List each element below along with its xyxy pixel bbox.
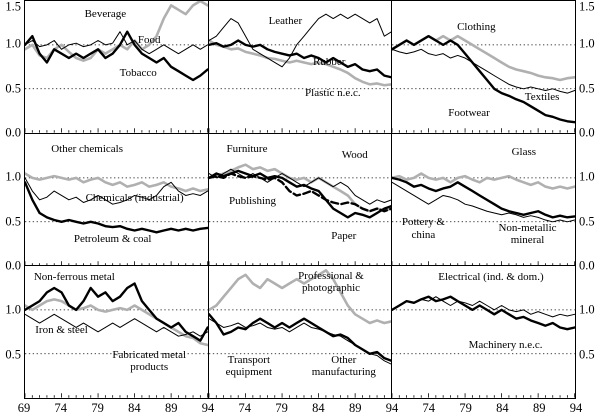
y-tick-label: 1.0 <box>579 169 595 184</box>
series-line-chemicals-industrial <box>25 177 208 205</box>
series-line-wood <box>208 168 392 205</box>
series-line-plastic-n-e-c <box>208 39 392 87</box>
series-line-non-metallic-mineral <box>392 176 575 219</box>
series-line-other-manufacturing <box>208 318 392 366</box>
panel-food-beverage-tobacco: Beverage Food Tobacco <box>24 0 208 133</box>
series-line-tobacco <box>25 30 208 82</box>
panel-transport-professional-other: Professional & photographic Other manufac… <box>207 265 392 398</box>
plot-metals <box>25 282 208 398</box>
y-tick-label: 1.0 <box>579 302 595 317</box>
panel-leather-rubber-plastic: Plastic n.e.c. Leather Rubber <box>207 0 392 133</box>
plot-clothing-footwear-textiles <box>392 34 575 133</box>
x-tick-label: 89 <box>164 401 178 415</box>
y-tick-label: 0.0 <box>5 125 21 140</box>
y-tick-label: 0.5 <box>579 81 595 96</box>
plot-transport-professional-other <box>208 269 392 398</box>
x-axis-labels: 69 74 79 84 89 94 74 79 84 89 94 74 79 84 89 94 <box>0 399 600 417</box>
y-tick-label: 0.0 <box>579 258 595 273</box>
x-tick-label: 84 <box>496 401 509 415</box>
series-line-machinery-n-e-c <box>392 295 575 331</box>
series-line-professional-photographic <box>208 269 392 325</box>
plot-food-beverage-tobacco <box>25 1 208 133</box>
y-tick-label: 0.5 <box>5 214 21 229</box>
series-line-glass <box>392 171 575 190</box>
panel-glass-pottery-nonmetallic: Glass Pottery & china Non-metallic mineral <box>391 132 575 266</box>
series-line-iron-steel <box>25 314 208 338</box>
y-tick-label: 0.5 <box>5 347 21 362</box>
series-line-non-ferrous-metal <box>25 282 208 343</box>
series-line-petroleum-coal <box>25 180 208 234</box>
y-tick-label: 1.0 <box>579 36 595 51</box>
y-axis-labels-right: 1.5 1.0 0.5 0.0 1.0 0.5 0.0 1.0 0.5 <box>576 0 600 399</box>
plot-glass-pottery-nonmetallic <box>392 171 575 266</box>
x-tick-label: 74 <box>422 401 436 415</box>
plot-electrical-machinery <box>392 295 575 398</box>
series-line-leather <box>208 13 392 68</box>
series-line-transport-equipment <box>208 313 392 363</box>
y-tick-label: 0.5 <box>579 347 595 362</box>
series-line-other-chemicals <box>25 171 208 192</box>
x-tick-label: 84 <box>128 401 141 415</box>
x-tick-label: 89 <box>348 401 362 415</box>
x-tick-label: 69 <box>17 401 31 415</box>
x-tick-label: 74 <box>54 401 68 415</box>
x-tick-label: 94 <box>569 401 583 415</box>
y-tick-label: 1.0 <box>5 36 21 51</box>
x-tick-label: 84 <box>312 401 325 415</box>
x-tick-label: 94 <box>201 401 215 415</box>
panels-grid: Beverage Food Tobacco Plastic n.e.c. Leather… <box>24 0 576 399</box>
series-line-rubber <box>208 39 392 79</box>
x-tick-label: 79 <box>91 401 104 415</box>
plot-chemicals-petroleum <box>25 171 208 266</box>
y-tick-label: 1.0 <box>5 302 21 317</box>
series-line-beverage <box>25 1 208 62</box>
series-line-footwear <box>392 34 575 124</box>
series-line-fabricated-metal-products <box>25 298 208 347</box>
y-tick-label: 0.5 <box>5 81 21 96</box>
panel-chemicals-petroleum: Other chemicals Chemicals (industrial) Pet… <box>24 132 208 266</box>
x-tick-label: 79 <box>275 401 288 415</box>
plot-wood-furniture-paper-publishing <box>208 163 392 266</box>
y-tick-label: 1.0 <box>5 169 21 184</box>
y-axis-labels-left: 1.5 1.0 0.5 0.0 1.0 0.5 0.0 1.0 0.5 <box>0 0 24 399</box>
panel-electrical-machinery: Electrical (ind. & dom.) Machinery n.e.c. <box>391 265 575 398</box>
y-tick-label: 1.5 <box>5 0 21 14</box>
x-tick-label: 94 <box>385 401 399 415</box>
x-tick-label: 79 <box>459 401 472 415</box>
y-tick-label: 0.5 <box>579 214 595 229</box>
series-line-food <box>25 31 208 55</box>
y-tick-label: 1.5 <box>579 0 595 14</box>
plot-leather-rubber-plastic <box>208 13 392 133</box>
series-line-textiles <box>392 48 575 94</box>
panel-metals: Fabricated metal products Iron & steel Non… <box>24 265 208 398</box>
series-line-paper <box>208 169 392 219</box>
x-tick-label: 74 <box>238 401 252 415</box>
panel-wood-furniture-paper-publishing: Furniture Wood Publishing Paper <box>207 132 392 266</box>
x-tick-label: 89 <box>532 401 546 415</box>
panel-clothing-footwear-textiles: Clothing Textiles Footwear <box>391 0 575 133</box>
series-line-pottery-china <box>392 181 575 222</box>
series-line-publishing <box>208 171 392 213</box>
y-tick-label: 0.0 <box>5 258 21 273</box>
y-tick-label: 0.0 <box>579 125 595 140</box>
